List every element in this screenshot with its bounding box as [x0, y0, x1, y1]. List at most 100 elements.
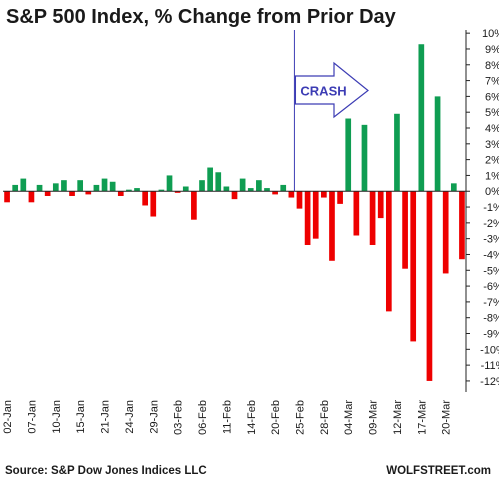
- x-tick-label: 03-Feb: [173, 400, 185, 435]
- bar: [109, 181, 116, 192]
- x-tick-label: 25-Feb: [294, 400, 306, 435]
- x-tick-label: 07-Jan: [26, 400, 38, 434]
- x-tick-label: 09-Mar: [368, 400, 380, 435]
- bar: [44, 191, 51, 196]
- y-tick-label: 6%: [485, 91, 499, 103]
- bar: [158, 189, 165, 192]
- bar: [150, 191, 157, 217]
- bar: [101, 178, 108, 192]
- y-tick-label: -1%: [483, 202, 499, 214]
- bar: [353, 191, 360, 236]
- bar: [239, 178, 246, 192]
- bar: [85, 191, 92, 195]
- y-tick-label: 9%: [485, 44, 499, 56]
- bar: [207, 167, 213, 192]
- y-tick-label: -11%: [481, 360, 499, 372]
- bar: [142, 191, 148, 206]
- bar: [117, 191, 124, 196]
- x-tick-label: 12-Mar: [392, 400, 404, 435]
- bar: [247, 188, 254, 192]
- bar: [28, 191, 35, 203]
- bar: [231, 191, 238, 200]
- y-tick-label: 5%: [485, 107, 499, 119]
- chart-title: S&P 500 Index, % Change from Prior Day: [6, 6, 396, 28]
- bar: [394, 113, 400, 192]
- x-tick-label: 10-Jan: [51, 400, 63, 434]
- crash-arrow-icon: [294, 61, 369, 119]
- y-tick-label: 7%: [485, 76, 499, 88]
- bar: [223, 186, 230, 192]
- crash-label: CRASH: [300, 84, 346, 99]
- bar: [329, 191, 335, 261]
- bar: [442, 191, 449, 274]
- y-tick-label: 2%: [485, 155, 499, 167]
- brand-label: WOLFSTREET.com: [386, 465, 491, 477]
- bar: [450, 183, 457, 192]
- crash-annotation: CRASH: [293, 30, 369, 192]
- y-tick-label: 8%: [485, 60, 499, 72]
- x-tick-label: 14-Feb: [246, 400, 258, 435]
- x-tick-label: 02-Jan: [2, 400, 14, 434]
- bar: [69, 191, 75, 196]
- bar: [20, 178, 27, 192]
- bar: [345, 118, 352, 192]
- y-tick-label: -2%: [483, 218, 499, 230]
- y-tick-label: -4%: [483, 249, 499, 261]
- bar: [321, 191, 327, 198]
- bar: [61, 180, 67, 192]
- x-tick-label: 20-Mar: [441, 400, 453, 435]
- x-axis-ticks: 02-Jan 07-Jan 10-Jan 15-Jan 21-Jan 24-Jan 29-J…: [2, 400, 453, 435]
- y-tick-label: 1%: [485, 170, 499, 182]
- y-tick-label: -3%: [483, 234, 499, 246]
- bar: [426, 191, 433, 381]
- bar: [304, 191, 311, 245]
- y-tick-label: -8%: [483, 313, 499, 325]
- y-tick-label: 3%: [485, 139, 499, 151]
- x-tick-label: 15-Jan: [75, 400, 87, 434]
- bar: [296, 191, 303, 209]
- bar: [402, 191, 408, 269]
- bar: [93, 184, 100, 192]
- y-tick-label: -5%: [483, 265, 499, 277]
- bar: [361, 124, 368, 192]
- bar: [77, 180, 84, 192]
- y-tick-label: -9%: [483, 329, 499, 341]
- bar: [377, 191, 384, 219]
- bar: [459, 191, 465, 260]
- y-axis-ticks: 10% 9% 8% 7% 6% 5% 4% 3% 2% 1% 0% -1% -2% -3% -4% -5% -6…: [466, 28, 499, 388]
- bar: [174, 191, 181, 193]
- bar: [337, 191, 343, 204]
- y-tick-label: -10%: [480, 344, 499, 356]
- y-tick-label: -6%: [483, 281, 499, 293]
- x-tick-label: 29-Jan: [148, 400, 160, 434]
- bar: [36, 184, 43, 192]
- bar: [280, 184, 287, 192]
- x-tick-label: 28-Feb: [319, 400, 331, 435]
- bar: [199, 180, 205, 192]
- bar: [264, 188, 270, 192]
- bar: [134, 188, 140, 192]
- y-tick-label: 10%: [482, 28, 499, 40]
- bar: [418, 44, 425, 192]
- bar: [369, 191, 376, 245]
- bar: [126, 189, 132, 192]
- x-tick-label: 06-Feb: [197, 400, 209, 435]
- y-tick-label: -7%: [483, 297, 499, 309]
- bar: [434, 96, 441, 192]
- y-tick-label: -12%: [480, 376, 499, 388]
- x-tick-label: 04-Mar: [343, 400, 355, 435]
- bar: [215, 172, 222, 192]
- x-tick-label: 11-Feb: [221, 400, 233, 434]
- x-tick-label: 21-Jan: [100, 400, 112, 434]
- y-tick-label: 4%: [485, 123, 499, 135]
- x-tick-label: 17-Mar: [416, 400, 428, 435]
- bar: [4, 191, 10, 203]
- bar: [12, 184, 19, 192]
- y-tick-label: 0%: [485, 186, 499, 198]
- bar: [288, 191, 295, 198]
- bar: [385, 191, 392, 312]
- bar: [182, 186, 189, 192]
- bar: [256, 180, 262, 192]
- bar: [191, 191, 197, 220]
